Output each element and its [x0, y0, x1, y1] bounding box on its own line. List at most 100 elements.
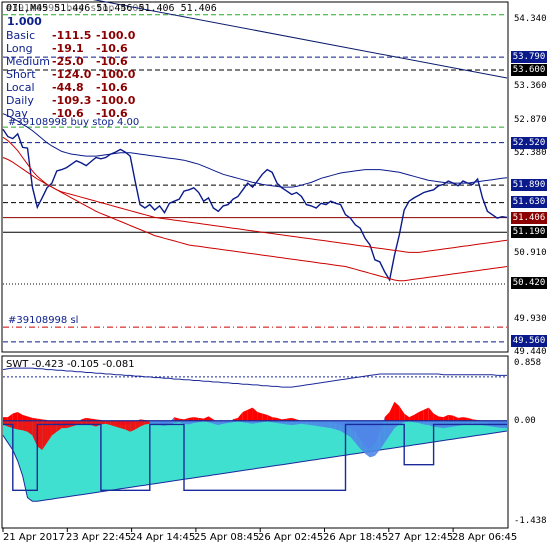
indicator-lower-segment: [306, 420, 312, 426]
indicator-lower-segment: [105, 420, 111, 426]
indicator-upper-segment: [237, 412, 243, 421]
indicator-lower-segment: [120, 420, 126, 430]
indicator-tick: 0.00: [514, 416, 536, 426]
indicator-lower-segment: [340, 420, 346, 434]
indicator-lower-segment: [311, 420, 317, 426]
indicator-upper-segment: [448, 414, 454, 421]
info-row-day: Day -10.6 -10.6: [6, 107, 140, 120]
indicator-lower-segment: [296, 420, 302, 425]
stop-loss-order-label[interactable]: #39108998 sl: [8, 315, 79, 326]
info-value: -19.1: [52, 42, 84, 55]
indicator-lower-segment: [418, 420, 424, 425]
indicator-lower-segment: [32, 420, 38, 447]
indicator-upper-segment: [286, 417, 292, 421]
indicator-upper-segment: [433, 413, 439, 421]
indicator-upper-segment: [291, 417, 297, 421]
indicator-lower-segment: [100, 420, 106, 425]
indicator-lower-segment: [130, 420, 136, 432]
indicator-upper-segment: [22, 414, 28, 421]
indicator-lower-segment: [360, 420, 366, 454]
info-value: -100.0: [96, 94, 136, 107]
indicator-lower-segment: [169, 420, 175, 425]
info-row-basic: Basic -111.5 -100.0: [6, 29, 140, 42]
indicator-upper-segment: [453, 415, 459, 421]
indicator-upper-segment: [252, 407, 258, 421]
indicator-label: SWT -0.423 -0.105 -0.081: [6, 359, 135, 370]
indicator-upper-segment: [257, 412, 263, 421]
series-line-price: [2, 128, 508, 282]
indicator-lower-segment: [330, 420, 336, 430]
indicator-upper-segment: [203, 416, 209, 421]
series-line-ma-blue: [2, 113, 508, 188]
indicator-tick: 0.858: [514, 358, 542, 368]
time-tick: 26 Apr 18:45: [323, 532, 389, 543]
buy-stop-order-label[interactable]: #39108998 buy stop 4.00: [8, 117, 140, 128]
series-line-ma-red: [2, 136, 508, 253]
info-label: Medium: [6, 55, 50, 68]
indicator-lower-segment: [47, 420, 52, 443]
time-tick: 27 Apr 12:45: [388, 532, 454, 543]
indicator-upper-segment: [232, 417, 238, 421]
indicator-upper-segment: [17, 412, 23, 421]
indicator-lower-segment: [42, 420, 48, 451]
indicator-lower-segment: [247, 420, 253, 424]
swt-indicator-layer: [2, 367, 508, 502]
indicator-lower-segment: [140, 420, 145, 427]
indicator-lower-segment: [81, 420, 87, 425]
indicator-lower-segment: [335, 420, 341, 432]
price-level-box: 49.560: [511, 335, 547, 347]
info-row-short: Short -124.0 -100.0: [6, 68, 140, 81]
price-tick: 52.870: [514, 115, 547, 125]
price-series-layer: [2, 113, 508, 282]
indicator-upper-segment: [27, 416, 33, 421]
info-row-medium: Medium -25.0 -10.6: [6, 55, 140, 68]
indicator-lower-segment: [12, 420, 18, 430]
info-value: -44.8: [52, 81, 84, 94]
indicator-upper-segment: [193, 417, 199, 421]
time-tick: 26 Apr 02:45: [258, 532, 324, 543]
indicator-upper-segment: [418, 409, 424, 421]
trend-line: [92, 0, 508, 79]
info-value: -10.6: [96, 107, 128, 120]
indicator-lower-segment: [316, 420, 322, 427]
indicator-lower-segment: [144, 420, 150, 425]
indicator-upper-segment: [409, 414, 415, 421]
price-level-box: 52.520: [511, 137, 547, 149]
indicator-upper-segment: [458, 417, 463, 421]
price-level-box: 51.630: [511, 196, 547, 208]
indicator-upper-segment: [428, 407, 434, 421]
indicator-lower-segment: [467, 420, 473, 425]
info-value: -10.6: [96, 81, 128, 94]
indicator-lower-segment: [291, 420, 297, 426]
info-value: -100.0: [96, 29, 136, 42]
indicator-lower-segment: [135, 420, 141, 430]
indicator-upper-segment: [443, 414, 449, 421]
main-price-panel[interactable]: [1, 1, 509, 353]
indicator-band-high-line: [2, 367, 507, 388]
window-title: #391#0998 buy stop 4.00: [6, 3, 145, 14]
price-level-box: 53.790: [511, 51, 547, 63]
indicator-lower-segment: [184, 420, 189, 425]
indicator-band-low-line: [2, 430, 508, 502]
indicator-upper-segment: [277, 417, 282, 421]
info-value: -10.6: [96, 55, 128, 68]
time-tick: 23 Apr 22:45: [66, 532, 132, 543]
info-value: -111.5: [52, 29, 92, 42]
indicator-lower-segment: [213, 420, 219, 426]
indicator-upper-segment: [247, 407, 253, 421]
price-level-box: 51.890: [511, 179, 547, 191]
indicator-upper-segment: [188, 417, 194, 421]
time-tick: 21 Apr 2017: [3, 532, 65, 543]
info-value: -10.6: [96, 42, 128, 55]
price-tick: 53.360: [514, 81, 547, 91]
indicator-lower-segment: [286, 420, 292, 426]
indicator-lower-segment: [399, 420, 405, 425]
price-tick: 54.340: [514, 14, 547, 24]
indicator-lower-segment: [482, 420, 488, 426]
indicator-lower-segment: [428, 420, 434, 427]
indicator-lower-segment: [22, 420, 28, 432]
indicator-panel[interactable]: [1, 355, 509, 529]
indicator-lower-segment: [384, 420, 390, 443]
